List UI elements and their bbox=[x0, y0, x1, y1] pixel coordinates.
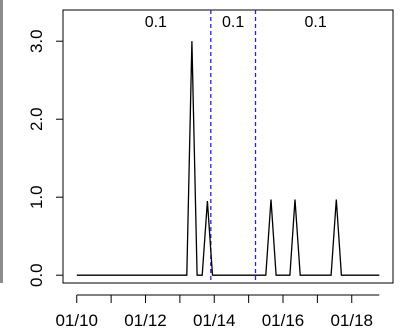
y-tick-label: 0.0 bbox=[27, 263, 46, 287]
segment-label: 0.1 bbox=[222, 14, 244, 31]
x-tick-label: 01/10 bbox=[55, 311, 98, 330]
y-tick-label: 2.0 bbox=[27, 107, 46, 131]
series-line bbox=[76, 41, 380, 276]
x-tick-label: 01/18 bbox=[330, 311, 373, 330]
y-tick-label: 1.0 bbox=[27, 185, 46, 209]
segment-label: 0.1 bbox=[305, 14, 327, 31]
reference-lines bbox=[210, 10, 257, 283]
left-edge-line bbox=[0, 0, 3, 283]
y-axis: 0.0 1.0 2.0 3.0 bbox=[27, 29, 63, 287]
x-axis: 01/10 01/12 01/14 01/16 01/18 bbox=[55, 294, 380, 330]
segment-label: 0.1 bbox=[145, 14, 167, 31]
x-tick-label: 01/12 bbox=[124, 311, 167, 330]
x-tick-label: 01/14 bbox=[193, 311, 236, 330]
segment-labels: 0.1 0.1 0.1 bbox=[145, 14, 327, 31]
x-tick-label: 01/16 bbox=[262, 311, 305, 330]
plot-area-border bbox=[62, 9, 394, 284]
y-tick-label: 3.0 bbox=[27, 29, 46, 53]
series-group bbox=[76, 41, 380, 276]
